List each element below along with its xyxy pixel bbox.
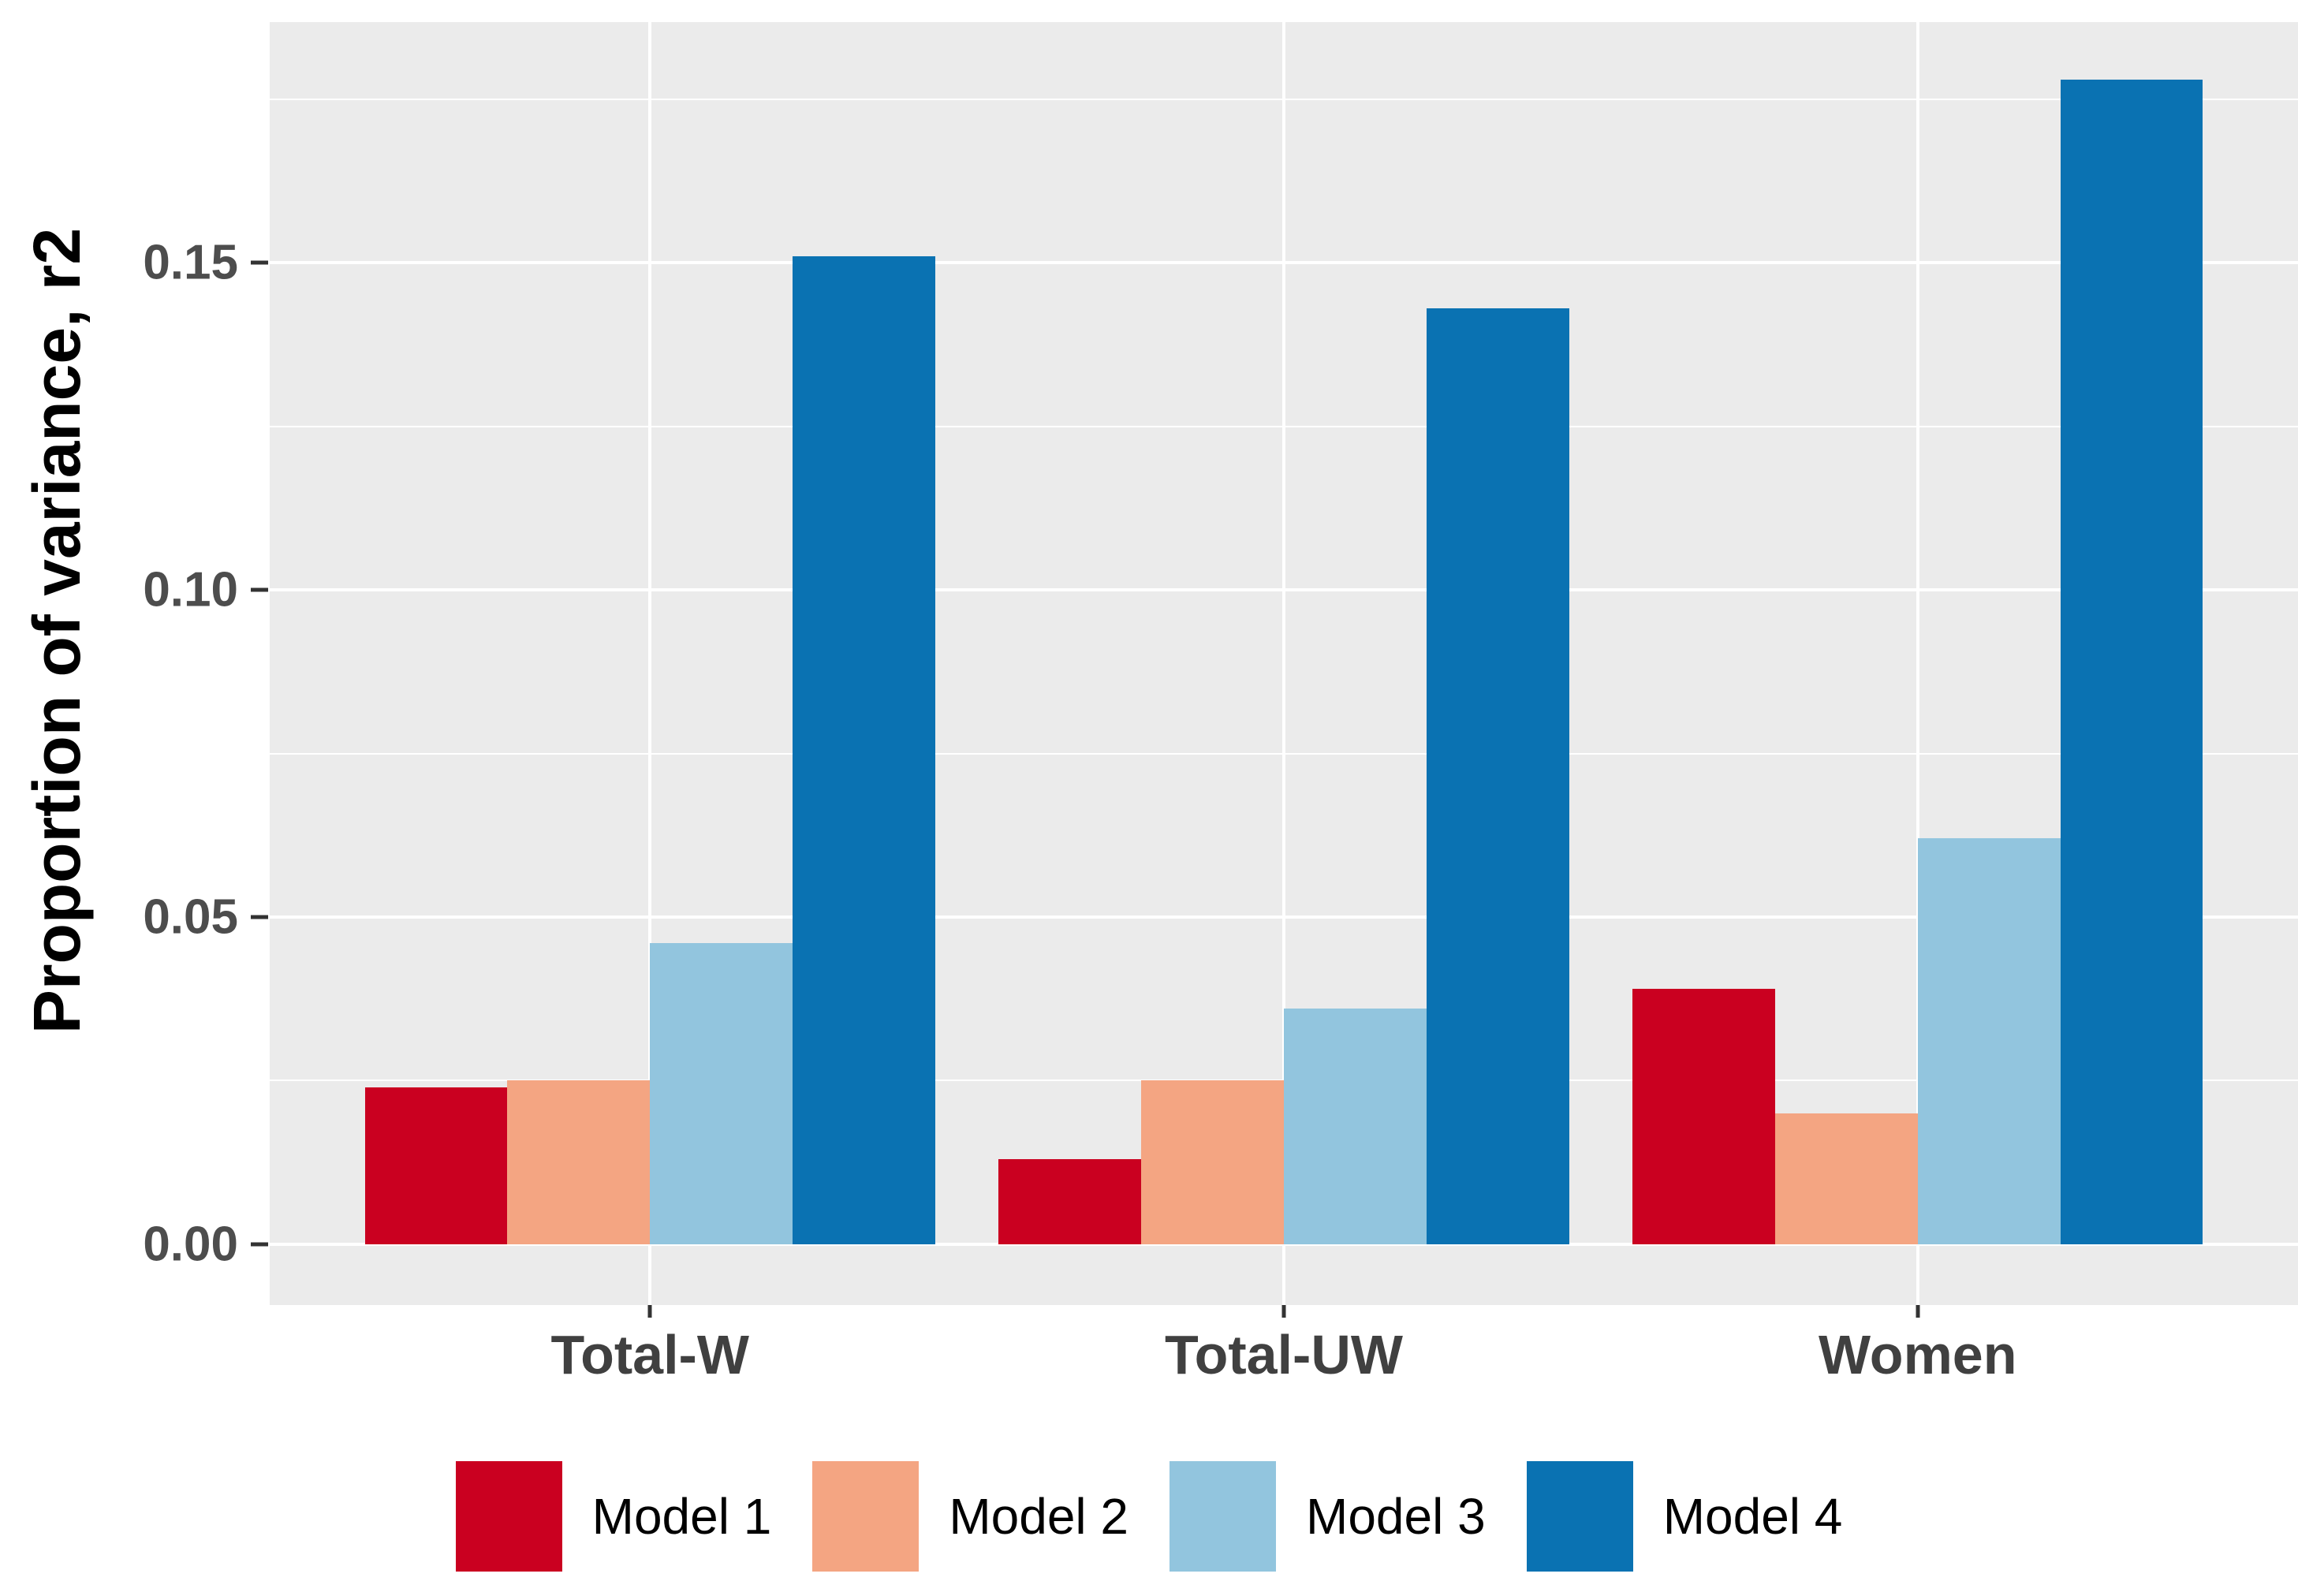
bar-model-1-total-w [364, 1087, 508, 1244]
legend-item-model-3: Model 3 [1170, 1461, 1486, 1572]
legend-label: Model 3 [1306, 1488, 1486, 1545]
plot-panel [270, 22, 2298, 1305]
bar-model-3-women [1917, 838, 2061, 1244]
legend-swatch-model-4 [1526, 1461, 1633, 1572]
gridline-vertical-women [1916, 22, 1919, 1305]
x-tick-mark [647, 1305, 652, 1318]
bar-model-3-total-uw [1284, 1009, 1427, 1244]
legend-label: Model 4 [1662, 1488, 1843, 1545]
y-axis: 0.00 0.05 0.10 0.15 [0, 22, 270, 1305]
bar-model-2-total-uw [1141, 1080, 1284, 1244]
bar-model-4-total-w [793, 256, 935, 1244]
x-tick-label-total-uw: Total-UW [1165, 1324, 1403, 1385]
y-tick-mark [251, 587, 268, 592]
x-tick-mark [1281, 1305, 1286, 1318]
x-axis [270, 1305, 2298, 1321]
y-tick-mark [251, 260, 268, 265]
bar-model-1-women [1632, 989, 1775, 1244]
legend: Model 1 Model 2 Model 3 Model 4 [0, 1457, 2298, 1575]
legend-item-model-4: Model 4 [1526, 1461, 1843, 1572]
gridline-vertical-total-w [648, 22, 652, 1305]
y-tick-label: 0.10 [143, 562, 238, 617]
legend-item-model-2: Model 2 [812, 1461, 1128, 1572]
bar-model-2-total-w [507, 1080, 651, 1244]
x-tick-label-total-w: Total-W [550, 1324, 749, 1385]
y-tick-label: 0.00 [143, 1217, 238, 1272]
gridline-vertical-total-uw [1282, 22, 1285, 1305]
bar-model-3-total-w [650, 943, 793, 1244]
x-axis-labels: Total-W Total-UW Women [270, 1323, 2298, 1394]
y-tick-mark [251, 915, 268, 919]
x-tick-mark [1916, 1305, 1920, 1318]
bar-model-2-women [1774, 1113, 1918, 1244]
legend-item-model-1: Model 1 [455, 1461, 772, 1572]
legend-label: Model 1 [591, 1488, 772, 1545]
y-tick-mark [251, 1242, 268, 1247]
legend-swatch-model-2 [812, 1461, 920, 1572]
y-tick-label: 0.15 [143, 235, 238, 290]
bar-model-4-total-uw [1426, 308, 1569, 1244]
bar-model-1-total-uw [998, 1159, 1142, 1244]
legend-swatch-model-3 [1170, 1461, 1276, 1572]
legend-swatch-model-1 [455, 1461, 562, 1572]
x-tick-label-women: Women [1819, 1324, 2017, 1385]
legend-label: Model 2 [949, 1488, 1128, 1545]
y-tick-label: 0.05 [143, 889, 238, 945]
bar-model-4-women [2060, 80, 2203, 1244]
